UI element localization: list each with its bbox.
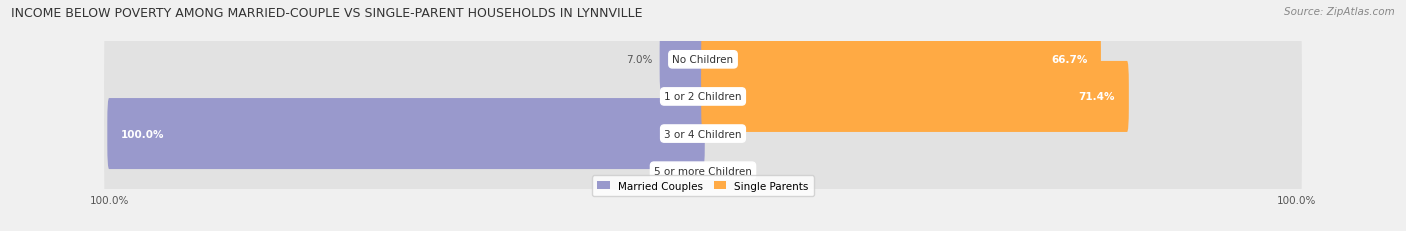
Text: 100.0%: 100.0% bbox=[1277, 195, 1316, 205]
Text: Source: ZipAtlas.com: Source: ZipAtlas.com bbox=[1284, 7, 1395, 17]
FancyBboxPatch shape bbox=[104, 56, 1302, 212]
Text: 5 or more Children: 5 or more Children bbox=[654, 166, 752, 176]
Text: 71.4%: 71.4% bbox=[1078, 92, 1115, 102]
FancyBboxPatch shape bbox=[104, 93, 1302, 231]
Text: No Children: No Children bbox=[672, 55, 734, 65]
Text: 0.0%: 0.0% bbox=[662, 92, 688, 102]
Text: 0.0%: 0.0% bbox=[718, 166, 744, 176]
Text: 66.7%: 66.7% bbox=[1050, 55, 1087, 65]
Text: 0.0%: 0.0% bbox=[718, 129, 744, 139]
Text: 100.0%: 100.0% bbox=[90, 195, 129, 205]
Legend: Married Couples, Single Parents: Married Couples, Single Parents bbox=[592, 176, 814, 196]
FancyBboxPatch shape bbox=[107, 99, 704, 169]
FancyBboxPatch shape bbox=[702, 25, 1101, 95]
Text: 3 or 4 Children: 3 or 4 Children bbox=[664, 129, 742, 139]
Text: 1 or 2 Children: 1 or 2 Children bbox=[664, 92, 742, 102]
FancyBboxPatch shape bbox=[702, 62, 1129, 132]
Text: INCOME BELOW POVERTY AMONG MARRIED-COUPLE VS SINGLE-PARENT HOUSEHOLDS IN LYNNVIL: INCOME BELOW POVERTY AMONG MARRIED-COUPL… bbox=[11, 7, 643, 20]
FancyBboxPatch shape bbox=[104, 19, 1302, 175]
Text: 7.0%: 7.0% bbox=[626, 55, 652, 65]
Text: 100.0%: 100.0% bbox=[121, 129, 165, 139]
Text: 0.0%: 0.0% bbox=[662, 166, 688, 176]
FancyBboxPatch shape bbox=[659, 25, 704, 95]
FancyBboxPatch shape bbox=[104, 0, 1302, 138]
